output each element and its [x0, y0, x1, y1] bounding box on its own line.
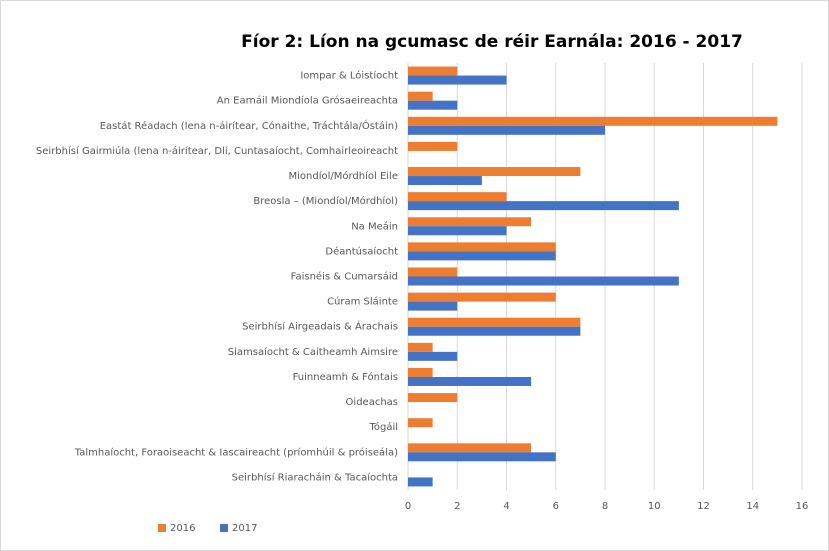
chart-title: Fíor 2: Líon na gcumasc de réir Earnála:… [241, 32, 743, 52]
legend-swatch [220, 524, 228, 532]
bar [408, 326, 581, 336]
bar [408, 100, 458, 110]
y-tick-label: Faisnéis & Cumarsáid [291, 271, 398, 283]
bar [408, 167, 581, 177]
y-tick-label: Talmhaíocht, Foraoiseacht & Iascaireacht… [74, 446, 398, 458]
bar [408, 217, 532, 227]
y-tick-label: Breosla – (Miondíol/Mórdhíol) [253, 195, 398, 207]
bar [408, 393, 458, 403]
y-tick-label: Iompar & Lóistíocht [300, 70, 398, 82]
bar [408, 351, 458, 361]
y-tick-label: Déantúsaíocht [325, 245, 398, 257]
x-tick-label: 6 [553, 501, 559, 512]
bar [408, 317, 581, 327]
bar [408, 192, 507, 202]
bar [408, 367, 433, 377]
bar [408, 376, 532, 386]
bar [408, 66, 458, 76]
bar [408, 75, 507, 85]
bar [408, 91, 433, 101]
bar [408, 443, 532, 453]
bar [408, 292, 556, 302]
bar [408, 242, 556, 252]
y-tick-label: Fuinneamh & Fóntais [293, 371, 398, 383]
bar [408, 176, 482, 186]
x-tick-label: 16 [796, 501, 809, 512]
x-tick-label: 8 [602, 501, 608, 512]
x-tick-label: 10 [648, 501, 661, 512]
bar [408, 276, 679, 286]
y-tick-label: Seirbhísí Airgeadais & Árachais [242, 320, 398, 333]
y-tick-label: Miondíol/Mórdhíol Eile [288, 170, 398, 182]
y-tick-label: Eastát Réadach (lena n-áirítear, Cónaith… [100, 119, 398, 132]
x-tick-label: 4 [503, 501, 509, 512]
y-tick-label: Seirbhísí Gairmiúla (lena n-áirítear, Dl… [36, 145, 398, 157]
bar [408, 452, 556, 462]
legend-label: 2016 [170, 523, 195, 534]
bar [408, 477, 433, 487]
y-tick-label: Tógáil [368, 421, 398, 433]
bar [408, 125, 605, 135]
x-tick-label: 2 [454, 501, 460, 512]
legend-label: 2017 [232, 523, 257, 534]
y-tick-label: Na Meáin [351, 220, 398, 232]
y-tick-label: Seirbhísí Riaracháin & Tacaíochta [232, 471, 398, 483]
y-tick-label: Oideachas [346, 397, 398, 408]
y-tick-label: Cúram Sláinte [327, 296, 398, 308]
bar [408, 267, 458, 277]
y-tick-label: Siamsaíocht & Caitheamh Aimsire [228, 346, 398, 358]
x-tick-label: 14 [746, 501, 759, 512]
bar [408, 251, 556, 261]
x-tick-label: 0 [405, 501, 411, 512]
bar [408, 141, 458, 151]
bar [408, 342, 433, 352]
bar [408, 201, 679, 211]
bar [408, 301, 458, 311]
legend-swatch [158, 524, 166, 532]
bar [408, 116, 778, 126]
bar [408, 418, 433, 428]
y-tick-label: An Earnáil Miondíola Grósaeireachta [217, 95, 398, 107]
bar [408, 226, 507, 236]
x-tick-label: 12 [697, 501, 710, 512]
